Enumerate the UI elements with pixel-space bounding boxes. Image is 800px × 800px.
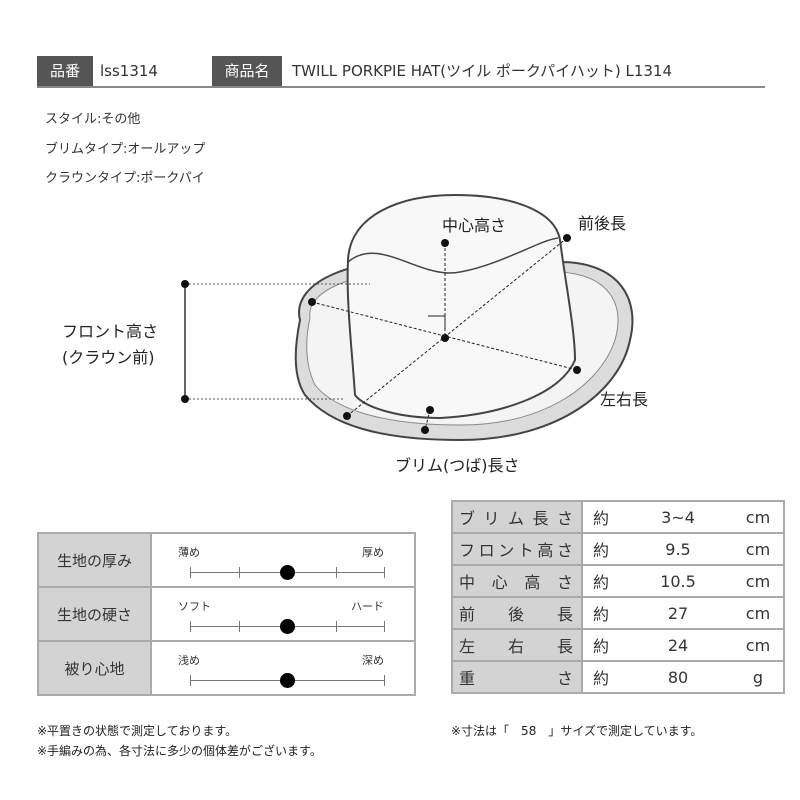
label-front-back: 前後長 [578, 214, 627, 233]
approx-mark: 約 [581, 596, 623, 630]
header-divider [37, 86, 765, 88]
measurement-unit: cm [733, 500, 785, 534]
measurement-row: 左右長 約 24 cm [451, 628, 785, 662]
hat-diagram [181, 193, 634, 442]
feel-row: 被り心地 浅め 深め [37, 640, 416, 696]
slider-tick [335, 567, 337, 578]
measurement-label: フロント高さ [451, 532, 583, 566]
measurement-value: 80 [623, 660, 733, 694]
measurement-value: 27 [623, 596, 733, 630]
label-left-right: 左右長 [600, 390, 649, 409]
slider-knob [280, 673, 295, 688]
slider-high-label: 厚め [362, 546, 384, 559]
measurement-unit: cm [733, 564, 785, 598]
approx-mark: 約 [581, 660, 623, 694]
measurement-row: 重さ 約 80 g [451, 660, 785, 694]
feel-slider: 浅め 深め [150, 640, 416, 696]
label-center-height: 中心高さ [442, 216, 507, 235]
slider-track [190, 565, 385, 580]
label-brim-length: ブリム(つば)長さ [395, 456, 520, 475]
approx-mark: 約 [581, 532, 623, 566]
feel-table: 生地の厚み 薄め 厚め 生地の硬さ ソフト ハード 被り心地 浅め 深め [37, 532, 416, 696]
slider-tick [238, 621, 240, 632]
measurement-row: ブリム長さ 約 3~4 cm [451, 500, 785, 534]
label-front-height-sub: (クラウン前) [62, 348, 155, 367]
measurement-value: 24 [623, 628, 733, 662]
approx-mark: 約 [581, 564, 623, 598]
measurement-label: 前後長 [451, 596, 583, 630]
measurement-row: 中心高さ 約 10.5 cm [451, 564, 785, 598]
name-label: 商品名 [212, 56, 282, 86]
slider-high-label: 深め [362, 654, 384, 667]
attr-brim-type: ブリムタイプ:オールアップ [45, 142, 206, 157]
feel-slider: ソフト ハード [150, 586, 416, 642]
product-name: TWILL PORKPIE HAT(ツイル ポークパイハット) L1314 [292, 62, 672, 80]
attr-style: スタイル:その他 [45, 112, 141, 127]
slider-tick [190, 567, 191, 578]
measurement-unit: g [733, 660, 785, 694]
slider-tick [384, 621, 385, 632]
measurement-label: 中心高さ [451, 564, 583, 598]
feel-label: 生地の厚み [37, 532, 152, 588]
measurement-unit: cm [733, 628, 785, 662]
measurement-value: 3~4 [623, 500, 733, 534]
measurement-label: 左右長 [451, 628, 583, 662]
hat-crown-top [347, 237, 559, 274]
slider-tick [335, 621, 337, 632]
slider-low-label: 浅め [178, 654, 200, 667]
slider-low-label: ソフト [178, 600, 211, 613]
slider-track [190, 619, 385, 634]
slider-tick [384, 675, 385, 686]
note-flat: ※平置きの状態で測定しております。 [37, 724, 238, 738]
attr-crown-type: クラウンタイプ:ポークパイ [45, 171, 205, 186]
slider-tick [238, 567, 240, 578]
slider-knob [280, 565, 295, 580]
measurement-value: 10.5 [623, 564, 733, 598]
slider-tick [190, 621, 191, 632]
slider-track [190, 673, 385, 688]
measurement-value: 9.5 [623, 532, 733, 566]
feel-row: 生地の硬さ ソフト ハード [37, 586, 416, 642]
measurement-row: フロント高さ 約 9.5 cm [451, 532, 785, 566]
slider-tick [384, 567, 385, 578]
product-code: lss1314 [100, 62, 158, 80]
measurement-label: ブリム長さ [451, 500, 583, 534]
feel-row: 生地の厚み 薄め 厚め [37, 532, 416, 588]
approx-mark: 約 [581, 500, 623, 534]
measurement-unit: cm [733, 596, 785, 630]
note-size: ※寸法は「 58 」サイズで測定しています。 [451, 724, 703, 738]
slider-knob [280, 619, 295, 634]
feel-label: 生地の硬さ [37, 586, 152, 642]
approx-mark: 約 [581, 628, 623, 662]
code-label: 品番 [37, 56, 93, 86]
measurement-label: 重さ [451, 660, 583, 694]
slider-tick [190, 675, 191, 686]
measurements-table: ブリム長さ 約 3~4 cm フロント高さ 約 9.5 cm 中心高さ 約 10.5… [451, 500, 785, 694]
feel-label: 被り心地 [37, 640, 152, 696]
hat-crown [346, 193, 577, 420]
slider-low-label: 薄め [178, 546, 200, 559]
note-handmade: ※手編みの為、各寸法に多少の個体差がございます。 [37, 744, 322, 758]
feel-slider: 薄め 厚め [150, 532, 416, 588]
measurement-unit: cm [733, 532, 785, 566]
label-front-height: フロント高さ [62, 322, 159, 341]
slider-high-label: ハード [351, 600, 384, 613]
measurement-row: 前後長 約 27 cm [451, 596, 785, 630]
